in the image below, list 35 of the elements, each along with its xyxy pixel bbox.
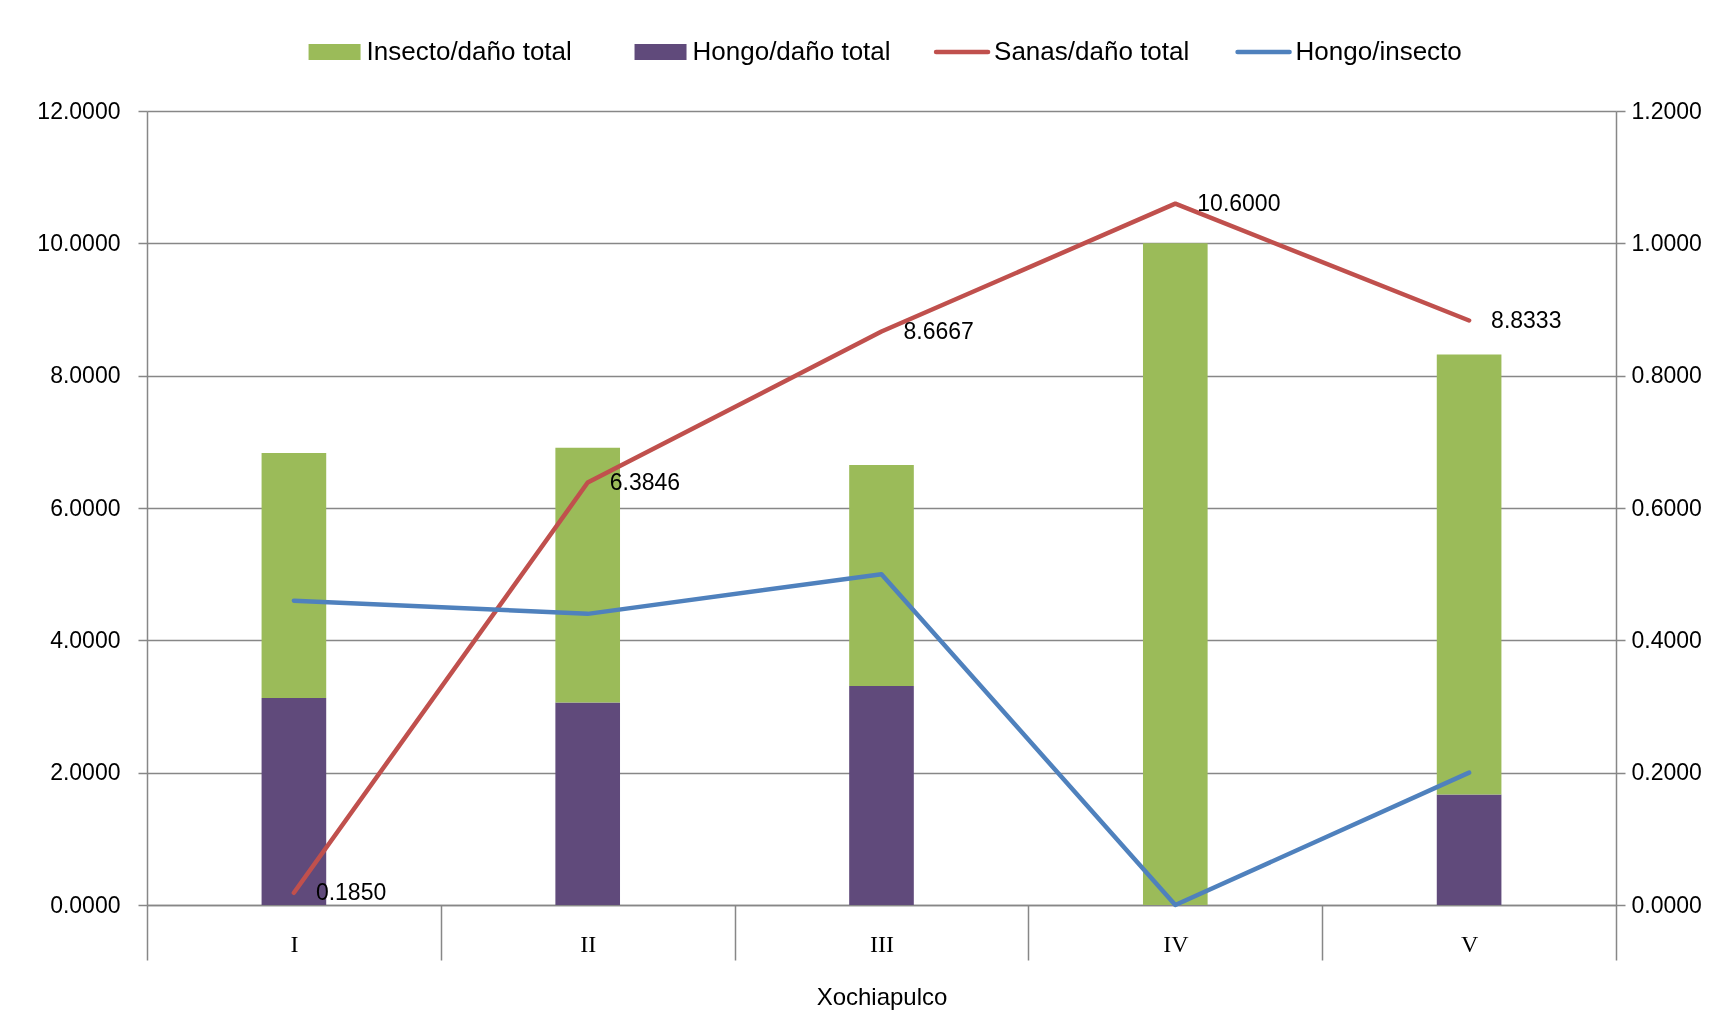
line-series xyxy=(291,571,1472,908)
y2-tick-label: 0.0000 xyxy=(1631,891,1702,918)
x-axis-title: Xochiapulco xyxy=(816,983,948,1011)
y2-tick-label: 0.8000 xyxy=(1631,362,1702,389)
y2-tick-label: 1.2000 xyxy=(1631,97,1702,124)
bar xyxy=(1436,354,1502,795)
bar xyxy=(555,702,621,905)
bar xyxy=(1142,243,1208,905)
x-tick-label: I xyxy=(290,930,299,957)
bar xyxy=(849,685,914,905)
y-tick-label: 12.0000 xyxy=(37,97,121,124)
y-tick-label: 2.0000 xyxy=(50,759,121,786)
y2-tick-label: 0.6000 xyxy=(1631,494,1702,521)
x-tick-label: V xyxy=(1460,930,1479,957)
data-label: 8.6667 xyxy=(903,317,974,344)
data-label: 8.8333 xyxy=(1491,306,1562,333)
y-tick-label: 10.0000 xyxy=(37,229,121,256)
legend-label: Hongo/daño total xyxy=(692,36,891,66)
x-tick-label: III xyxy=(870,930,894,957)
x-tick-label: II xyxy=(580,930,597,957)
bar xyxy=(849,464,914,686)
legend-label: Hongo/insecto xyxy=(1295,36,1462,66)
bar xyxy=(1436,794,1502,905)
y-tick-label: 0.0000 xyxy=(50,891,121,918)
y-tick-label: 4.0000 xyxy=(50,626,121,653)
y2-tick-label: 0.2000 xyxy=(1631,759,1702,786)
y-tick-label: 6.0000 xyxy=(50,494,121,521)
y2-tick-label: 1.0000 xyxy=(1631,229,1702,256)
legend-label: Insecto/daño total xyxy=(366,36,572,66)
x-tick-label: IV xyxy=(1163,930,1190,957)
y2-tick-label: 0.4000 xyxy=(1631,626,1702,653)
data-label: 10.6000 xyxy=(1197,189,1281,216)
legend-label: Sanas/daño total xyxy=(994,36,1190,66)
bar xyxy=(261,453,327,698)
y-tick-label: 8.0000 xyxy=(50,362,121,389)
